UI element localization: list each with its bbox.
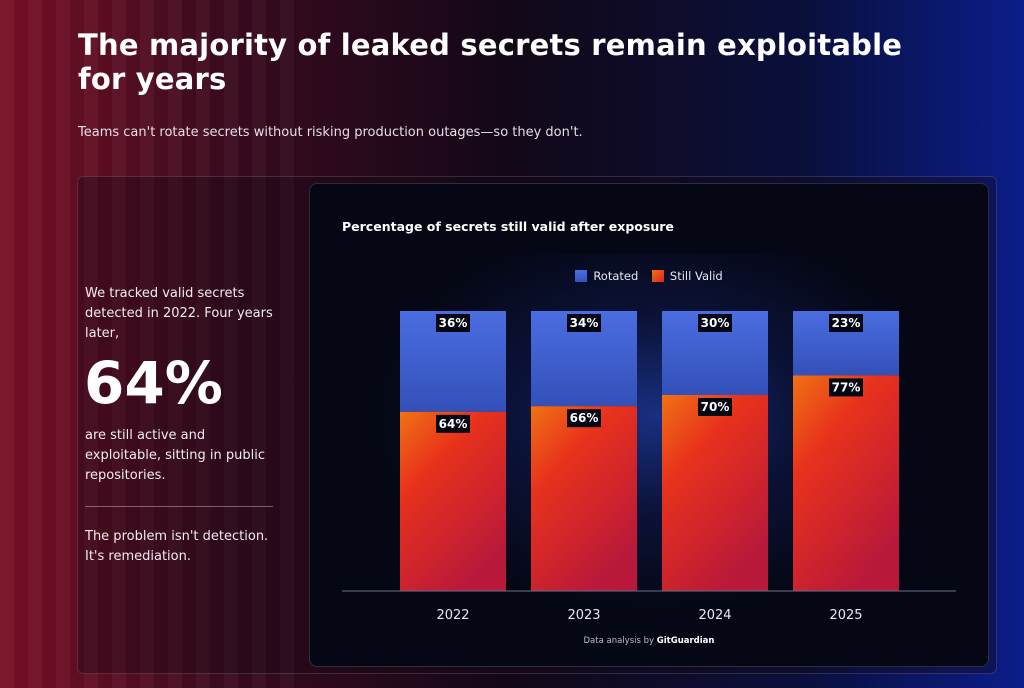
legend-swatch-rotated	[575, 270, 588, 282]
bar-still-valid-2022	[400, 411, 506, 591]
legend-label-rotated: Rotated	[593, 269, 639, 283]
x-tick-2022: 2022	[436, 608, 469, 623]
label-rotated-2023-bg	[567, 314, 601, 332]
legend-item-rotated: Rotated	[575, 269, 638, 283]
label-rotated-2024: 30%	[701, 316, 730, 330]
label-rotated-2023: 34%	[570, 316, 599, 330]
intro-text: We tracked valid secrets detected in 202…	[85, 286, 273, 341]
label-still-valid-2025-bg	[829, 378, 863, 397]
highlight-percentage: 64%	[84, 349, 223, 417]
bar-still-valid-2023	[531, 406, 637, 591]
chart-legend: Rotated Still Valid	[310, 269, 988, 283]
credit-brand: GitGuardian	[656, 636, 715, 646]
legend-label-still-valid: Still Valid	[669, 269, 723, 283]
label-still-valid-2025: 77%	[832, 380, 861, 394]
credit-prefix: Data analysis by	[583, 636, 655, 646]
label-still-valid-2024: 70%	[701, 400, 730, 414]
bar-still-valid-2024	[662, 395, 768, 591]
page-title: The majority of leaked secrets remain ex…	[78, 28, 903, 96]
label-still-valid-2022-bg	[436, 414, 470, 433]
divider	[85, 506, 273, 507]
label-rotated-2022: 36%	[439, 316, 468, 330]
legend-item-still-valid: Still Valid	[651, 269, 723, 283]
chart-card: Percentage of secrets still valid after …	[309, 183, 989, 667]
stacked-bar-chart: 36% 64% 2022 34% 66% 2023 30% 70% 2024 23% 77% 2025	[342, 311, 956, 623]
x-tick-2023: 2023	[567, 608, 600, 623]
label-still-valid-2023-bg	[567, 409, 601, 428]
page-subtitle: Teams can't rotate secrets without riski…	[78, 125, 583, 140]
label-rotated-2024-bg	[698, 314, 732, 332]
bar-still-valid-2025	[793, 375, 899, 591]
legend-swatch-still-valid	[651, 270, 664, 282]
label-rotated-2025-bg	[829, 314, 863, 332]
x-tick-2024: 2024	[698, 608, 731, 623]
data-credit: Data analysis by GitGuardian	[310, 636, 988, 646]
label-rotated-2022-bg	[436, 314, 470, 332]
conclusion-text: The problem isn't detection. It's remedi…	[85, 529, 269, 564]
label-still-valid-2023: 66%	[570, 411, 599, 425]
x-tick-2025: 2025	[829, 608, 862, 623]
label-rotated-2025: 23%	[832, 316, 861, 330]
chart-title: Percentage of secrets still valid after …	[342, 219, 674, 234]
after-text: are still active and exploitable, sittin…	[85, 428, 265, 483]
label-still-valid-2022: 64%	[439, 417, 468, 431]
label-still-valid-2024-bg	[698, 398, 732, 416]
